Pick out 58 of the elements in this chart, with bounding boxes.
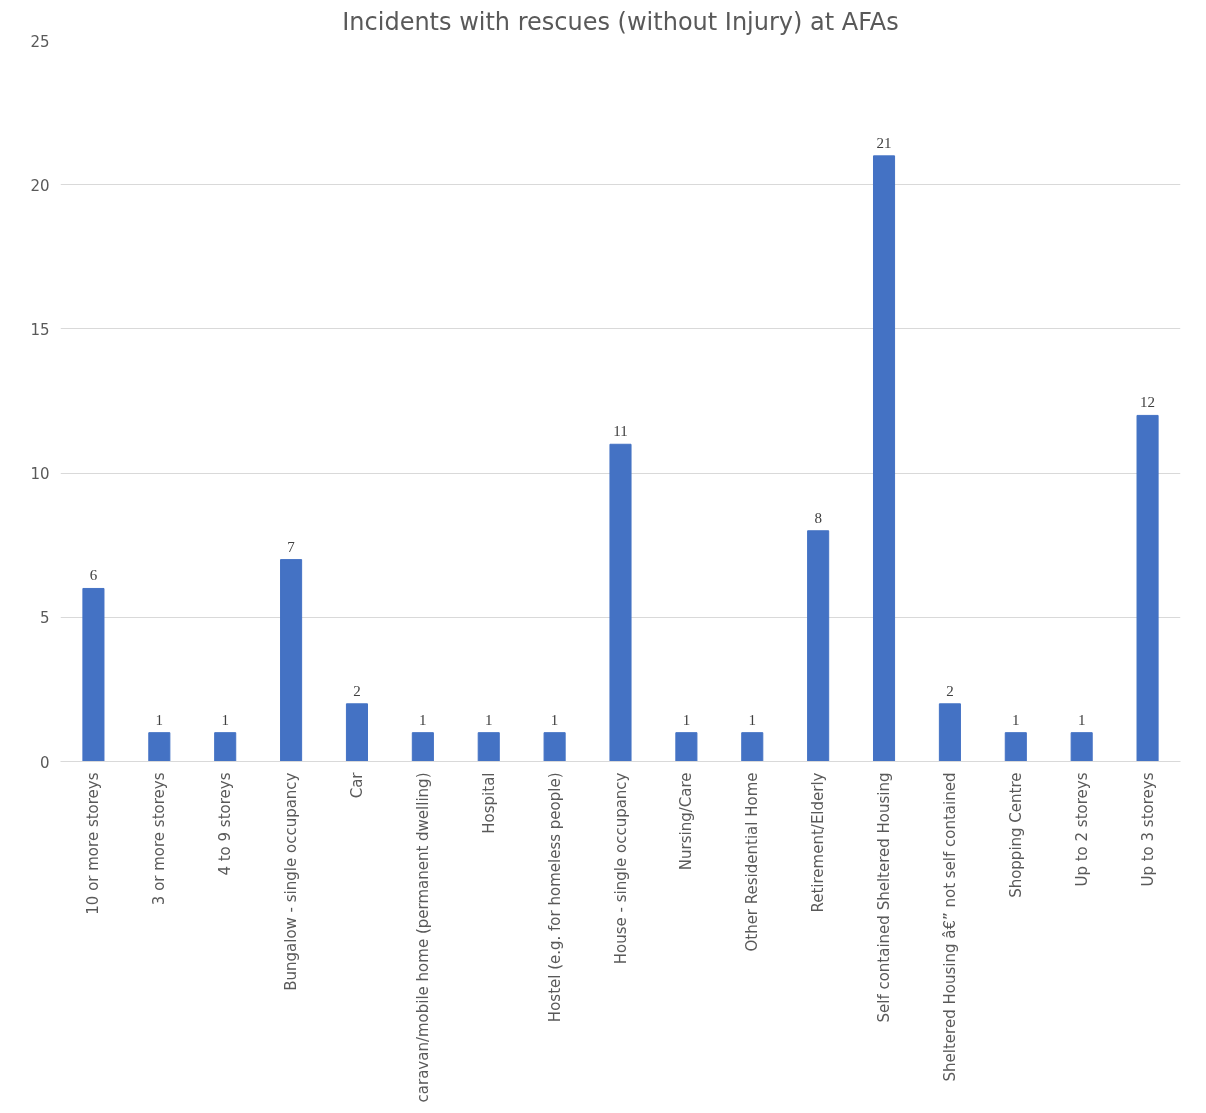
x-tick-label: Retirement/Elderly bbox=[809, 772, 828, 913]
bar bbox=[411, 732, 434, 762]
y-tick-label: 15 bbox=[30, 320, 50, 339]
bar bbox=[345, 703, 369, 762]
data-label: 1 bbox=[550, 711, 559, 728]
data-label: 1 bbox=[682, 711, 691, 728]
x-tick-label: caravan/mobile home (permanent dwelling) bbox=[413, 772, 432, 1103]
data-label: 1 bbox=[748, 711, 757, 728]
x-tick-label: Hostel (e.g. for homeless people) bbox=[545, 772, 564, 1023]
data-label: 2 bbox=[946, 682, 954, 699]
x-tick-label: Shopping Centre bbox=[1006, 772, 1025, 898]
bar bbox=[477, 732, 500, 762]
y-tick-label: 0 bbox=[39, 753, 50, 772]
data-label: 1 bbox=[1077, 711, 1086, 728]
bar bbox=[148, 732, 171, 762]
x-tick-label: House - single occupancy bbox=[611, 772, 630, 965]
x-tick-label: 3 or more storeys bbox=[150, 772, 169, 906]
data-label: 1 bbox=[419, 711, 427, 728]
y-tick-label: 5 bbox=[39, 609, 50, 628]
data-label: 6 bbox=[89, 567, 98, 584]
y-tick-label: 10 bbox=[30, 465, 50, 484]
data-label: 2 bbox=[353, 682, 361, 699]
data-label: 8 bbox=[814, 509, 822, 526]
data-label: 1 bbox=[155, 711, 164, 728]
y-tick-label: 25 bbox=[30, 32, 50, 51]
x-tick-label: 10 or more storeys bbox=[84, 772, 103, 915]
bar bbox=[609, 443, 632, 762]
data-label: 21 bbox=[876, 134, 892, 151]
x-tick-label: Sheltered Housing â€” not self contained bbox=[940, 772, 959, 1082]
data-label: 7 bbox=[287, 538, 296, 555]
x-tick-label: Bungalow - single occupancy bbox=[282, 772, 301, 991]
bar bbox=[872, 155, 896, 762]
data-label: 11 bbox=[613, 423, 628, 440]
x-tick-label: 4 to 9 storeys bbox=[216, 772, 235, 876]
bar bbox=[741, 732, 764, 762]
data-label: 12 bbox=[1140, 394, 1156, 411]
data-label: 1 bbox=[484, 711, 493, 728]
bar bbox=[1070, 732, 1093, 762]
data-label: 1 bbox=[1012, 711, 1020, 728]
bar bbox=[1136, 414, 1159, 762]
x-tick-label: Nursing/Care bbox=[677, 772, 696, 871]
x-tick-label: Car bbox=[347, 771, 366, 799]
chart-title: Incidents with rescues (without Injury) at AFAs bbox=[342, 7, 899, 36]
bar bbox=[675, 732, 698, 762]
bar bbox=[214, 732, 237, 762]
x-tick-label: Other Residential Home bbox=[743, 772, 762, 952]
bar bbox=[807, 530, 830, 762]
x-tick-label: Hospital bbox=[479, 772, 498, 834]
data-label: 1 bbox=[221, 711, 229, 728]
bar bbox=[938, 703, 961, 762]
bar bbox=[1004, 732, 1027, 762]
x-tick-label: Up to 3 storeys bbox=[1138, 772, 1157, 887]
bar bbox=[82, 587, 105, 762]
bar bbox=[280, 559, 303, 762]
bar bbox=[543, 732, 566, 762]
x-tick-label: Up to 2 storeys bbox=[1072, 772, 1091, 887]
x-tick-label: Self contained Sheltered Housing bbox=[875, 772, 894, 1023]
y-tick-label: 20 bbox=[30, 176, 50, 195]
